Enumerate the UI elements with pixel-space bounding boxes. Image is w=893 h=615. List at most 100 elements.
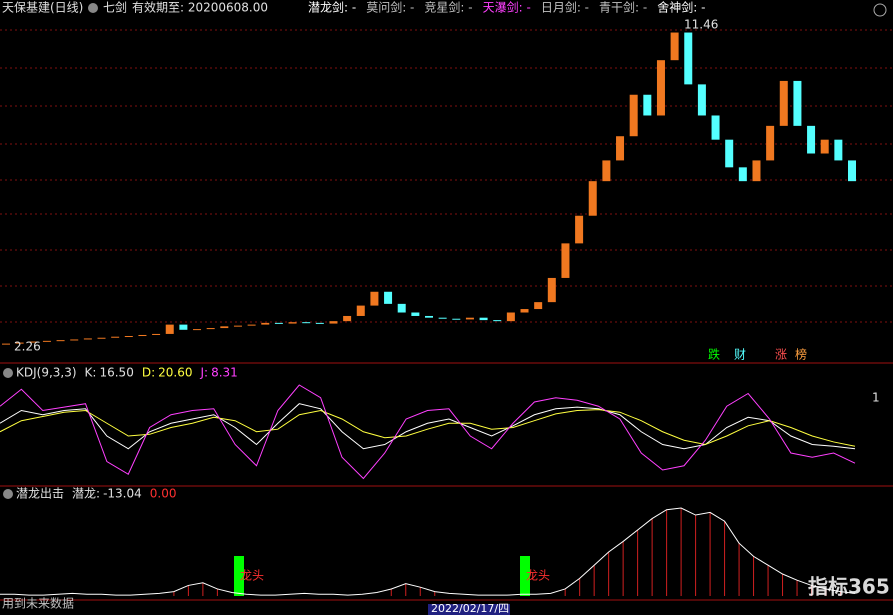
kdj-legend: 8.31 [211, 366, 238, 380]
candle-body [452, 318, 461, 320]
tag: 涨 [775, 347, 787, 362]
candle-body [193, 329, 202, 331]
candle-body [520, 309, 529, 313]
candle-body [711, 115, 720, 140]
signal-bar [520, 556, 530, 596]
candle-body [752, 160, 761, 182]
candle-body [315, 322, 324, 324]
kdj-legend: 20.60 [158, 366, 192, 380]
candle-body [247, 324, 256, 326]
sword-status: 日月剑: - [541, 0, 589, 15]
signal-bar [234, 556, 244, 596]
kdj-j-line [0, 384, 856, 480]
expiry: 有效期至: 20200608.00 [132, 0, 268, 15]
watermark: 指标365 [808, 575, 890, 599]
kdj-k-line [0, 403, 856, 450]
tag: 榜 [795, 347, 807, 362]
candle-body [179, 324, 188, 330]
candle-body [807, 125, 816, 154]
candle-body [124, 336, 133, 338]
sword-status: 潜龙剑: - [308, 0, 356, 15]
candle-body [561, 243, 570, 278]
candle-body [643, 94, 652, 116]
candle-body [793, 80, 802, 126]
candle-body [725, 139, 734, 168]
stock-name: 天保基建(日线) [2, 1, 83, 15]
high-label: 11.46 [684, 18, 718, 32]
low-label: 2.26 [14, 340, 41, 354]
cursor-date: 2022/02/17/四 [431, 602, 509, 615]
kdj-legend: 16.50 [99, 366, 133, 380]
candle-body [738, 167, 747, 182]
dropdown-icon[interactable] [88, 3, 98, 13]
candle-body [343, 315, 352, 322]
sword-status: 竞星剑: - [424, 0, 472, 15]
candle-body [384, 291, 393, 304]
close-button[interactable] [873, 3, 887, 17]
candle-body [370, 291, 379, 306]
tag: 跌 [708, 347, 720, 362]
date-highlight [428, 604, 510, 615]
price-grid [0, 29, 893, 323]
candle-body [534, 302, 543, 310]
candle-body [42, 340, 51, 342]
sword-status: 莫问剑: - [366, 0, 414, 15]
dropdown-icon[interactable] [3, 368, 13, 378]
candle-body [465, 317, 474, 320]
candle-body [111, 336, 120, 338]
candle-body [506, 312, 515, 322]
candle-body [70, 339, 79, 341]
candle-body [29, 341, 38, 343]
candle-body [766, 125, 775, 161]
candle-body [602, 160, 611, 182]
indicator-name: 七剑 [103, 0, 127, 15]
candle-body [165, 324, 174, 334]
candle-body [670, 32, 679, 61]
candle-body [616, 136, 625, 161]
kdj-legend: D: [142, 366, 155, 380]
candle-body [356, 305, 365, 316]
candle-body [848, 160, 856, 182]
candle-body [588, 181, 597, 216]
candle-body [56, 340, 65, 342]
candle-body [493, 320, 502, 322]
qianlong-legend: -13.04 [103, 487, 142, 501]
candle-body [834, 139, 843, 161]
candle-body [83, 338, 92, 340]
candle-body [575, 215, 584, 244]
candle-body [152, 333, 161, 335]
candle-body [697, 84, 706, 116]
candle-body [629, 94, 638, 137]
kdj-level: 1 [872, 391, 880, 405]
candle-body [411, 312, 420, 316]
candle-body [438, 317, 447, 319]
kdj-legend: J: [199, 366, 208, 380]
kdj-d-line [0, 409, 856, 447]
candle-body [779, 80, 788, 126]
qianlong-legend: 潜龙出击 [16, 487, 64, 501]
candle-body [479, 317, 488, 321]
qianlong-legend: 0.00 [150, 487, 177, 501]
candle-body [2, 343, 10, 345]
kdj-legend: K: [85, 366, 97, 380]
candle-body [15, 342, 24, 344]
candle-body [274, 322, 283, 324]
tag: 财 [734, 348, 746, 362]
candle-body [138, 334, 147, 337]
sword-status: 舍神剑: - [657, 0, 705, 15]
candle-body [397, 303, 406, 313]
sword-status: 天瀑剑: - [483, 0, 531, 15]
sword-status: 青干剑: - [599, 0, 647, 15]
candle-body [233, 325, 242, 327]
candle-body [684, 32, 693, 85]
qianlong-legend: 潜龙: [72, 487, 100, 501]
candle-body [97, 337, 106, 339]
candle-body [220, 326, 229, 329]
candle-body [261, 322, 270, 325]
candle-body [820, 139, 829, 154]
dropdown-icon[interactable] [3, 489, 13, 499]
qianlong-line [0, 507, 856, 596]
